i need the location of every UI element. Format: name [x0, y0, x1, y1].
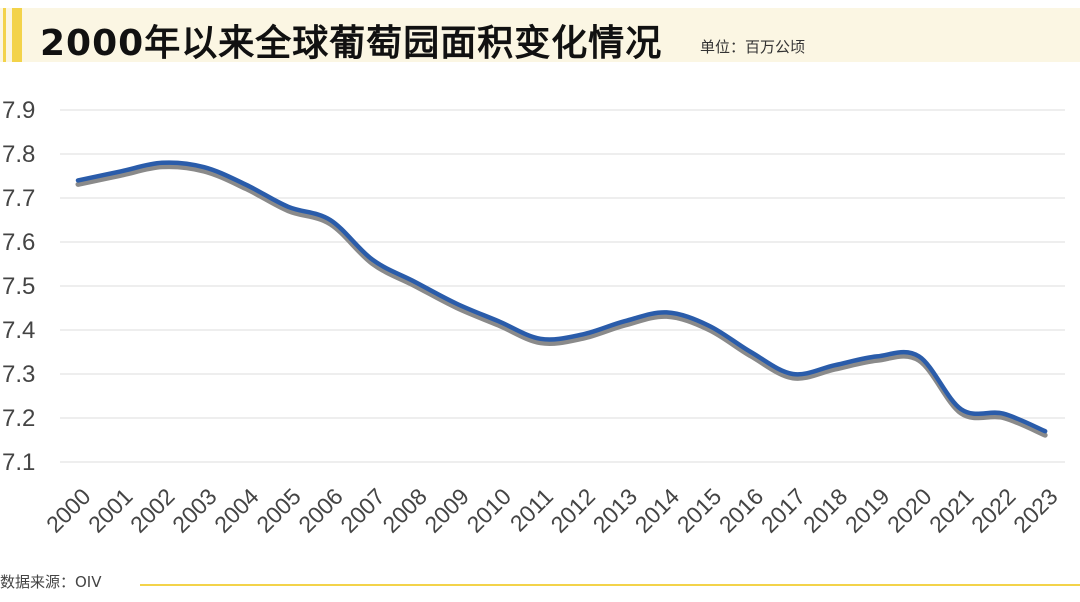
x-tick-label: 2010 [461, 483, 516, 538]
x-tick-label: 2006 [293, 483, 348, 538]
chart-title: 2000年以来全球葡萄园面积变化情况 [40, 23, 663, 64]
unit-label: 单位：百万公顷 [700, 38, 806, 56]
data-line [75, 160, 1048, 434]
x-tick-label: 2021 [924, 483, 979, 538]
y-tick-label: 7.7 [2, 185, 35, 212]
x-tick-label: 2007 [335, 483, 390, 538]
title-band [0, 8, 1080, 62]
line-chart: 7.97.87.77.67.57.47.37.27.12000200120022… [2, 97, 1065, 538]
x-tick-label: 2009 [419, 483, 474, 538]
x-tick-label: 2002 [125, 483, 180, 538]
x-tick-label: 2005 [251, 483, 306, 538]
x-tick-label: 2000 [41, 483, 96, 538]
y-tick-label: 7.9 [2, 97, 35, 124]
y-tick-label: 7.4 [2, 317, 35, 344]
x-tick-label: 2023 [1008, 483, 1063, 538]
y-tick-label: 7.5 [2, 273, 35, 300]
y-tick-label: 7.8 [2, 141, 35, 168]
x-tick-label: 2003 [167, 483, 222, 538]
x-tick-label: 2011 [505, 483, 558, 536]
y-tick-label: 7.6 [2, 229, 35, 256]
accent-bar-thin [3, 8, 6, 62]
x-tick-label: 2015 [672, 483, 727, 538]
x-tick-label: 2012 [546, 483, 601, 538]
x-tick-label: 2019 [840, 483, 895, 538]
source-label: 数据来源：OIV [0, 573, 102, 591]
x-tick-label: 2014 [630, 483, 685, 538]
y-tick-label: 7.2 [2, 405, 35, 432]
source-divider [140, 584, 1080, 586]
x-tick-label: 2020 [882, 483, 937, 538]
line-shadow [75, 164, 1048, 438]
y-tick-label: 7.3 [2, 361, 35, 388]
x-tick-label: 2016 [714, 483, 769, 538]
y-tick-label: 7.1 [2, 449, 35, 476]
x-tick-label: 2001 [83, 483, 138, 538]
x-tick-label: 2018 [798, 483, 853, 538]
x-tick-label: 2022 [966, 483, 1021, 538]
x-tick-label: 2004 [209, 483, 264, 538]
x-tick-label: 2008 [377, 483, 432, 538]
accent-bar-thick [12, 8, 22, 62]
x-tick-label: 2017 [756, 483, 811, 538]
x-tick-label: 2013 [588, 483, 643, 538]
